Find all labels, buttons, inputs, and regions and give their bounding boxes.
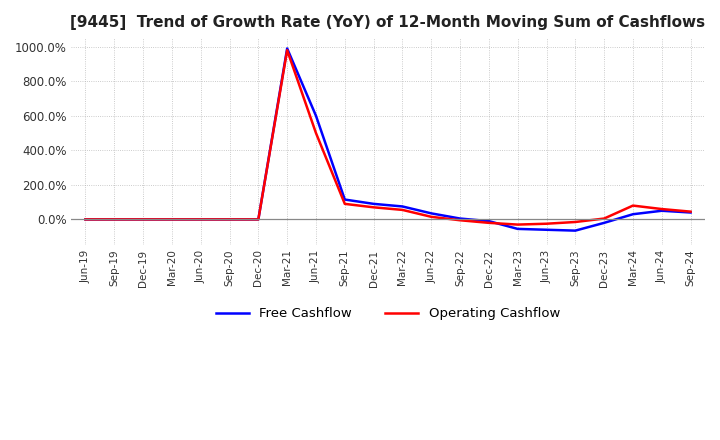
Free Cashflow — [81, 217, 90, 222]
Free Cashflow — [600, 220, 608, 225]
Operating Cashflow — [629, 203, 637, 208]
Operating Cashflow — [197, 217, 205, 222]
Operating Cashflow — [657, 206, 666, 212]
Operating Cashflow — [110, 217, 119, 222]
Operating Cashflow — [513, 222, 522, 227]
Operating Cashflow — [139, 217, 148, 222]
Free Cashflow — [110, 217, 119, 222]
Operating Cashflow — [571, 220, 580, 225]
Free Cashflow — [427, 211, 436, 216]
Operating Cashflow — [81, 217, 90, 222]
Free Cashflow — [456, 216, 464, 221]
Operating Cashflow — [254, 217, 263, 222]
Free Cashflow — [513, 226, 522, 231]
Operating Cashflow — [600, 216, 608, 221]
Free Cashflow — [168, 217, 176, 222]
Operating Cashflow — [542, 221, 551, 226]
Free Cashflow — [657, 208, 666, 213]
Free Cashflow — [341, 197, 349, 202]
Free Cashflow — [629, 212, 637, 217]
Operating Cashflow — [398, 207, 407, 213]
Free Cashflow — [283, 46, 292, 51]
Free Cashflow — [571, 228, 580, 233]
Legend: Free Cashflow, Operating Cashflow: Free Cashflow, Operating Cashflow — [211, 302, 565, 326]
Operating Cashflow — [369, 205, 378, 210]
Free Cashflow — [312, 113, 320, 118]
Free Cashflow — [485, 219, 493, 224]
Line: Free Cashflow: Free Cashflow — [86, 48, 690, 231]
Operating Cashflow — [686, 209, 695, 214]
Free Cashflow — [225, 217, 234, 222]
Free Cashflow — [254, 217, 263, 222]
Operating Cashflow — [283, 48, 292, 53]
Operating Cashflow — [427, 214, 436, 220]
Title: [9445]  Trend of Growth Rate (YoY) of 12-Month Moving Sum of Cashflows: [9445] Trend of Growth Rate (YoY) of 12-… — [71, 15, 706, 30]
Line: Operating Cashflow: Operating Cashflow — [86, 50, 690, 224]
Free Cashflow — [139, 217, 148, 222]
Operating Cashflow — [225, 217, 234, 222]
Operating Cashflow — [168, 217, 176, 222]
Free Cashflow — [197, 217, 205, 222]
Operating Cashflow — [456, 218, 464, 223]
Free Cashflow — [369, 201, 378, 206]
Free Cashflow — [398, 204, 407, 209]
Free Cashflow — [542, 227, 551, 232]
Free Cashflow — [686, 210, 695, 215]
Operating Cashflow — [485, 220, 493, 225]
Operating Cashflow — [312, 130, 320, 136]
Operating Cashflow — [341, 201, 349, 206]
